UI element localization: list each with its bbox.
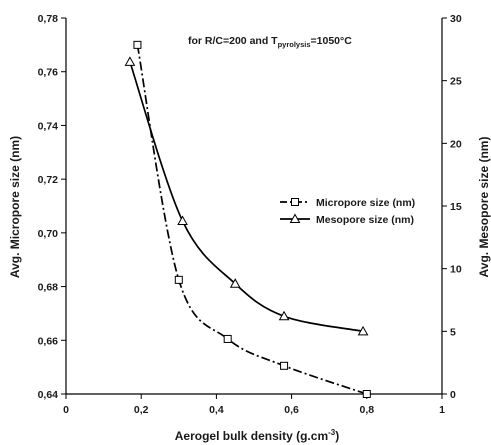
y-left-tick-label: 0,64: [38, 389, 59, 401]
x-tick-label: 0,6: [284, 404, 299, 416]
mesopore-data-point: [278, 310, 290, 321]
y-left-axis-ticks: 0,64 0,66 0,68 0,70 0,72 0,74 0,76 0,78: [38, 13, 66, 401]
series-lines: [129, 44, 368, 395]
micropore-data-point: [174, 275, 183, 284]
x-tick-label: 0,4: [209, 404, 224, 416]
series-markers: [124, 40, 371, 398]
legend-mesopore-label: Mesopore size (nm): [316, 214, 414, 226]
mesopore-data-point: [357, 325, 369, 336]
y-right-axis-ticks: 0 5 10 15 20 25 30: [442, 13, 462, 401]
micropore-data-point: [362, 390, 371, 398]
y-left-tick-label: 0,76: [38, 67, 59, 79]
x-tick-label: 0,2: [134, 404, 149, 416]
mesopore-data-point: [229, 278, 241, 288]
y-right-tick-label: 30: [450, 13, 462, 25]
legend-mesopore-marker: [289, 213, 301, 223]
micropore-data-point: [133, 40, 142, 49]
chart-annotation: for R/C=200 and Tpyrolysis=1050°C: [188, 35, 352, 49]
y-right-tick-label: 20: [450, 138, 462, 150]
y-right-tick-label: 15: [450, 201, 462, 213]
y-left-tick-label: 0,66: [38, 335, 59, 347]
micropore-data-point: [280, 361, 289, 370]
y-right-tick-label: 5: [450, 326, 456, 338]
y-right-axis-title: Avg. Mesopore size (nm): [477, 137, 491, 278]
x-tick-label: 1: [439, 404, 445, 416]
y-left-tick-label: 0,72: [38, 174, 59, 186]
y-left-axis-title: Avg. Micropore size (nm): [8, 136, 22, 278]
x-axis-title: Aerogel bulk density (g.cm-3): [175, 428, 340, 443]
y-right-tick-label: 10: [450, 264, 462, 276]
mesopore-data-point: [177, 215, 188, 226]
y-left-tick-label: 0,74: [38, 120, 59, 132]
x-tick-label: 0: [63, 404, 69, 416]
y-left-tick-label: 0,70: [38, 228, 59, 240]
y-left-tick-label: 0,68: [38, 282, 59, 294]
y-right-tick-label: 0: [450, 389, 456, 401]
micropore-data-point: [223, 334, 232, 343]
legend: Micropore size (nm) Mesopore size (nm): [280, 197, 415, 226]
legend-micropore-marker: [291, 198, 299, 206]
x-axis-ticks: 0 0,2 0,4 0,6 0,8 1: [63, 394, 445, 416]
micropore-series-line: [136, 44, 368, 395]
y-left-tick-label: 0,78: [38, 13, 59, 25]
mesopore-data-point: [124, 56, 136, 66]
legend-micropore-label: Micropore size (nm): [316, 197, 415, 209]
y-right-tick-label: 25: [450, 76, 462, 88]
x-tick-label: 0,8: [359, 404, 374, 416]
mesopore-series-line: [129, 61, 364, 333]
